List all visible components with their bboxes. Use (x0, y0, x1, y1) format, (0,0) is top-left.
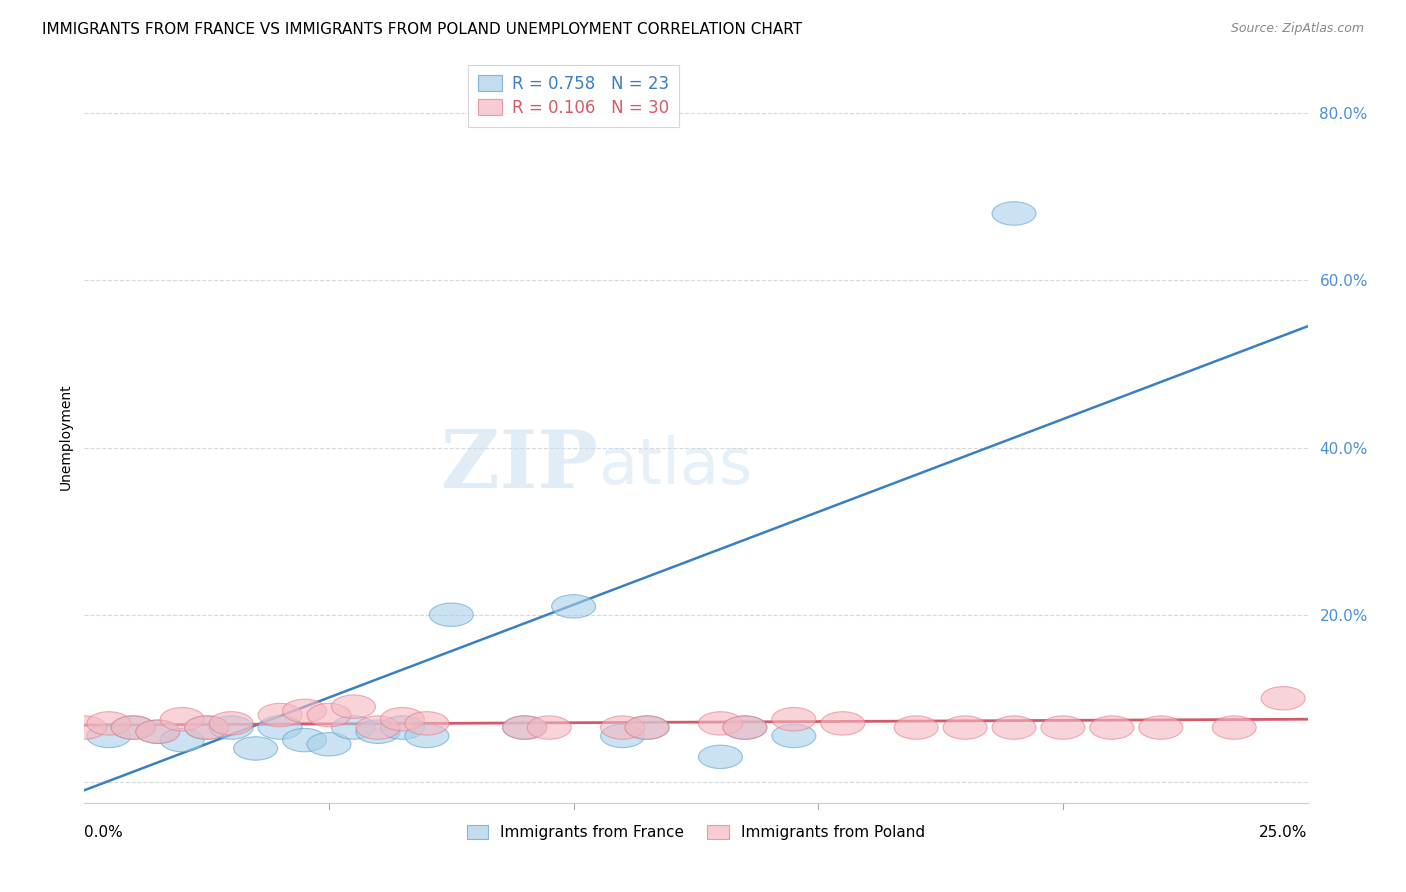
Ellipse shape (381, 707, 425, 731)
Ellipse shape (381, 716, 425, 739)
Ellipse shape (699, 712, 742, 735)
Ellipse shape (527, 716, 571, 739)
Ellipse shape (993, 202, 1036, 225)
Ellipse shape (136, 720, 180, 743)
Ellipse shape (87, 724, 131, 747)
Ellipse shape (259, 703, 302, 727)
Text: 0.0%: 0.0% (84, 825, 124, 839)
Ellipse shape (160, 729, 204, 752)
Ellipse shape (821, 712, 865, 735)
Ellipse shape (111, 716, 155, 739)
Ellipse shape (87, 712, 131, 735)
Ellipse shape (600, 724, 644, 747)
Ellipse shape (62, 716, 107, 739)
Ellipse shape (626, 716, 669, 739)
Ellipse shape (209, 716, 253, 739)
Ellipse shape (723, 716, 766, 739)
Ellipse shape (1261, 687, 1305, 710)
Ellipse shape (356, 716, 399, 739)
Ellipse shape (136, 720, 180, 743)
Ellipse shape (356, 720, 399, 743)
Ellipse shape (772, 707, 815, 731)
Text: ZIP: ZIP (441, 427, 598, 506)
Ellipse shape (772, 724, 815, 747)
Ellipse shape (111, 716, 155, 739)
Ellipse shape (723, 716, 766, 739)
Ellipse shape (699, 745, 742, 769)
Legend: Immigrants from France, Immigrants from Poland: Immigrants from France, Immigrants from … (461, 819, 931, 847)
Ellipse shape (894, 716, 938, 739)
Ellipse shape (283, 699, 326, 723)
Ellipse shape (1090, 716, 1133, 739)
Y-axis label: Unemployment: Unemployment (59, 384, 73, 491)
Ellipse shape (993, 716, 1036, 739)
Ellipse shape (1139, 716, 1182, 739)
Text: Source: ZipAtlas.com: Source: ZipAtlas.com (1230, 22, 1364, 36)
Ellipse shape (405, 724, 449, 747)
Ellipse shape (503, 716, 547, 739)
Ellipse shape (184, 716, 229, 739)
Ellipse shape (503, 716, 547, 739)
Ellipse shape (307, 732, 352, 756)
Ellipse shape (1212, 716, 1256, 739)
Ellipse shape (943, 716, 987, 739)
Ellipse shape (429, 603, 474, 626)
Ellipse shape (626, 716, 669, 739)
Ellipse shape (405, 712, 449, 735)
Ellipse shape (283, 729, 326, 752)
Ellipse shape (1040, 716, 1085, 739)
Ellipse shape (209, 712, 253, 735)
Ellipse shape (184, 716, 229, 739)
Text: IMMIGRANTS FROM FRANCE VS IMMIGRANTS FROM POLAND UNEMPLOYMENT CORRELATION CHART: IMMIGRANTS FROM FRANCE VS IMMIGRANTS FRO… (42, 22, 803, 37)
Ellipse shape (600, 716, 644, 739)
Text: 25.0%: 25.0% (1260, 825, 1308, 839)
Ellipse shape (551, 595, 596, 618)
Ellipse shape (332, 695, 375, 718)
Ellipse shape (160, 707, 204, 731)
Ellipse shape (332, 716, 375, 739)
Text: atlas: atlas (598, 435, 752, 498)
Ellipse shape (233, 737, 277, 760)
Ellipse shape (307, 703, 352, 727)
Ellipse shape (259, 716, 302, 739)
